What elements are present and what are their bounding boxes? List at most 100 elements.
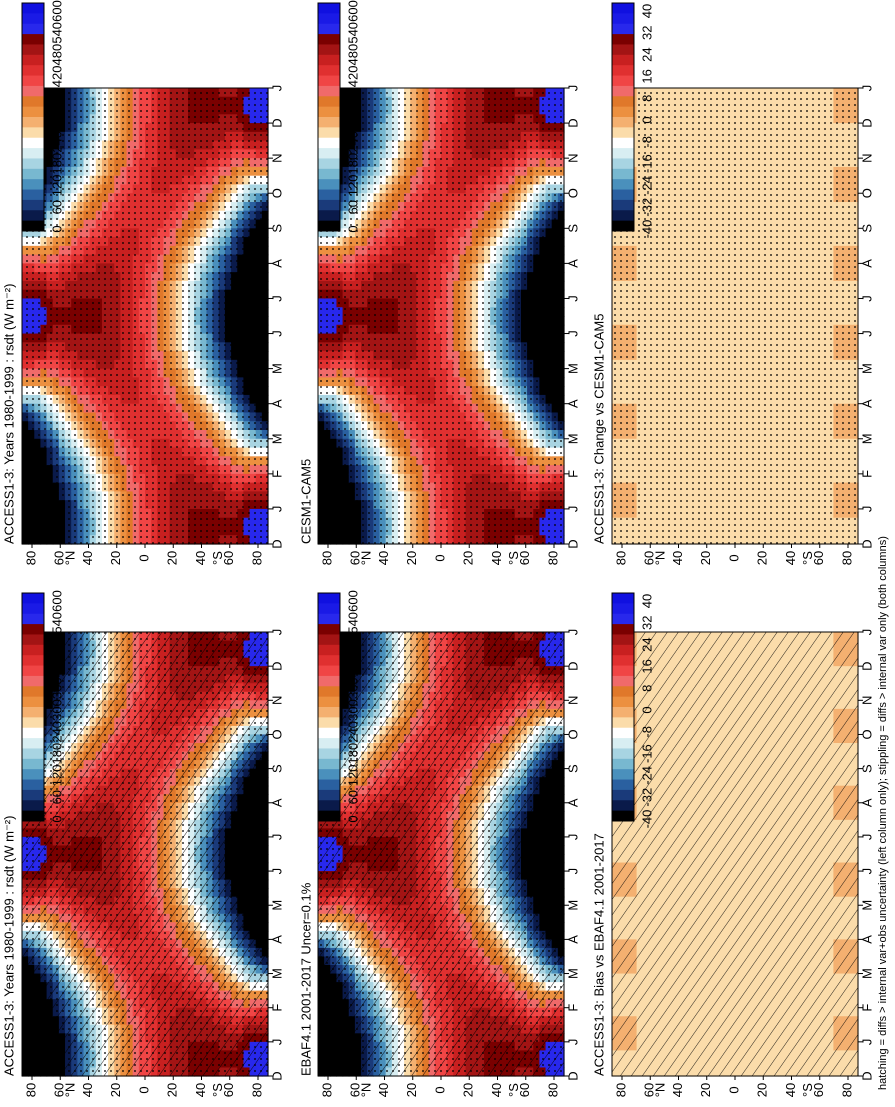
colorbar-swatch — [318, 169, 340, 180]
month-tick-label: J — [565, 85, 580, 92]
colorbar-swatch — [318, 780, 340, 791]
lat-tick-label: 0 — [136, 554, 151, 561]
colorbar-swatch — [318, 624, 340, 635]
colorbar-label: 360 — [345, 87, 360, 109]
colorbar-swatch — [612, 138, 634, 149]
colorbar-swatch — [318, 96, 340, 107]
colorbar-swatch — [612, 738, 634, 749]
colorbar-swatch — [318, 593, 340, 604]
month-tick-label: A — [565, 935, 580, 944]
colorbar-swatch — [612, 210, 634, 221]
month-tick-label: M — [269, 363, 284, 374]
colorbar-label: 600 — [345, 590, 360, 612]
lat-tick-label: 40 — [670, 1083, 685, 1097]
colorbar-swatch — [612, 179, 634, 190]
panel-title: ACCESS1-3: Years 1980-1999 : rsdt (W m⁻²… — [1, 816, 16, 1076]
colorbar-label: 32 — [639, 26, 654, 40]
month-tick-label: J — [565, 506, 580, 513]
colorbar-swatch — [318, 655, 340, 666]
colorbar-swatch — [318, 686, 340, 697]
colorbar-swatch — [22, 169, 44, 180]
colorbar-swatch — [318, 676, 340, 687]
lat-hemisphere-north: °N — [63, 1083, 78, 1098]
month-tick-label: S — [859, 224, 874, 233]
colorbar-swatch — [22, 179, 44, 190]
colorbar-label: 16 — [639, 69, 654, 83]
colorbar-swatch — [318, 65, 340, 76]
month-tick-label: J — [565, 629, 580, 636]
month-tick-label: M — [859, 900, 874, 911]
month-tick-label: J — [859, 85, 874, 92]
colorbar-label: 24 — [639, 47, 654, 61]
lat-tick-label: 80 — [23, 551, 38, 565]
colorbar-label: -8 — [639, 726, 654, 738]
colorbar-swatch — [318, 13, 340, 24]
month-tick-label: O — [269, 729, 284, 739]
colorbar-swatch — [22, 86, 44, 97]
colorbar-label: -16 — [639, 744, 654, 763]
colorbar-swatch — [612, 634, 634, 645]
month-tick-label: F — [565, 470, 580, 478]
colorbar-label: 60 — [345, 200, 360, 214]
colorbar-label: -40 — [639, 220, 654, 239]
colorbar-swatch — [22, 811, 44, 822]
colorbar-swatch — [318, 34, 340, 45]
colorbar-swatch — [22, 634, 44, 645]
colorbar-label: 420 — [345, 656, 360, 678]
colorbar-swatch — [22, 210, 44, 221]
colorbar-swatch — [318, 117, 340, 128]
month-tick-label: A — [859, 399, 874, 408]
colorbar-label: 300 — [345, 699, 360, 721]
colorbar-swatch — [22, 55, 44, 66]
month-tick-label: M — [859, 968, 874, 979]
colorbar-label: 40 — [639, 4, 654, 18]
colorbar-swatch — [22, 697, 44, 708]
colorbar-swatch — [318, 707, 340, 718]
colorbar-swatch — [22, 148, 44, 159]
month-tick-label: A — [269, 259, 284, 268]
colorbar-label: 600 — [49, 0, 64, 22]
colorbar-label: 180 — [49, 743, 64, 765]
colorbar-swatch — [612, 65, 634, 76]
colorbar-label: 60 — [49, 790, 64, 804]
colorbar-swatch — [22, 759, 44, 770]
colorbar-swatch — [22, 717, 44, 728]
colorbar-swatch — [318, 55, 340, 66]
colorbar-swatch — [612, 759, 634, 770]
panel-title: ACCESS1-3: Years 1980-1999 : rsdt (W m⁻²… — [1, 284, 16, 544]
colorbar-swatch — [22, 158, 44, 169]
month-tick-label: N — [269, 153, 284, 162]
colorbar-swatch — [22, 44, 44, 55]
colorbar-swatch — [318, 148, 340, 159]
colorbar-swatch — [22, 738, 44, 749]
month-tick-label: O — [269, 188, 284, 198]
lat-tick-label: 80 — [249, 551, 264, 565]
colorbar-swatch — [22, 593, 44, 604]
colorbar-swatch — [612, 748, 634, 759]
month-tick-label: D — [565, 539, 580, 548]
month-tick-label: O — [565, 729, 580, 739]
lat-tick-label: 80 — [613, 551, 628, 565]
colorbar-label: 300 — [49, 109, 64, 131]
colorbar-swatch — [612, 800, 634, 811]
colorbar-swatch — [22, 24, 44, 35]
colorbar-swatch — [612, 624, 634, 635]
month-tick-label: S — [269, 764, 284, 773]
month-tick-label: M — [565, 433, 580, 444]
colorbar-swatch — [612, 593, 634, 604]
month-tick-label: J — [565, 868, 580, 875]
lat-hemisphere-south: °S — [210, 551, 225, 565]
lat-tick-label: 20 — [698, 551, 713, 565]
colorbar-label: 0 — [639, 116, 654, 123]
lat-tick-label: 80 — [249, 1083, 264, 1097]
colorbar-swatch — [318, 790, 340, 801]
month-tick-label: F — [859, 1004, 874, 1012]
colorbar-swatch — [22, 76, 44, 87]
